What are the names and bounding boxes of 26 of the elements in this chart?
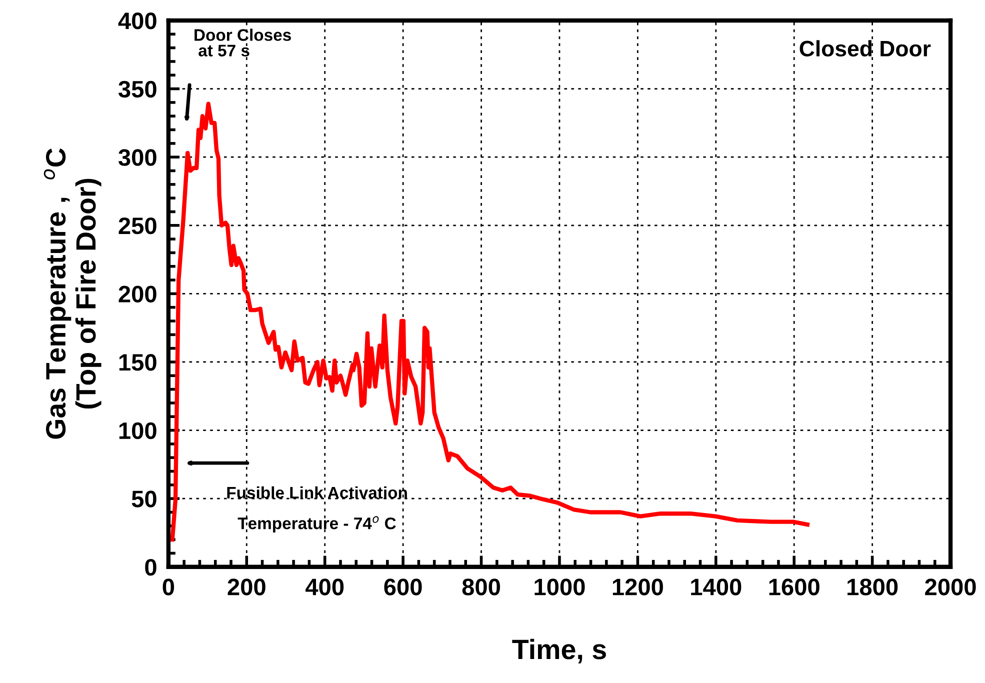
x-tick-label: 200 xyxy=(228,578,266,596)
y-axis-title: Gas Temperature , $^{o}$C (Top of Fire Door) xyxy=(44,148,102,439)
x-tick-label: 1000 xyxy=(534,578,585,596)
y-tick-label: 50 xyxy=(132,490,156,508)
x-tick-label: 800 xyxy=(462,578,500,596)
y-tick-label: 400 xyxy=(118,12,156,30)
x-tick-label: 2000 xyxy=(925,578,976,596)
y-tick-label: 200 xyxy=(118,286,156,302)
y-tick-label: 150 xyxy=(119,354,156,371)
x-tick-label: 1600 xyxy=(769,578,820,596)
x-axis-title: Time, s xyxy=(512,638,606,664)
line-series xyxy=(170,102,810,542)
x-tick-label: 1200 xyxy=(612,578,663,596)
x-tick-label: 600 xyxy=(384,578,422,596)
annotation: Door Closes at 57 s xyxy=(194,28,291,56)
y-tick-label: 300 xyxy=(118,149,156,166)
y-tick-label: 350 xyxy=(118,80,156,98)
y-tick-label: 0 xyxy=(145,558,156,576)
x-tick-label: 1400 xyxy=(691,578,742,596)
x-tick-label: 400 xyxy=(306,578,344,596)
x-tick-label: 0 xyxy=(162,578,174,596)
annotation: Closed Door xyxy=(800,40,931,57)
x-tick-label: 1800 xyxy=(848,578,898,596)
annotation: Fusible Link Activation Temperature - 74$^{o}$ C xyxy=(227,486,407,533)
y-tick-label: 250 xyxy=(118,217,156,234)
y-tick-label: 100 xyxy=(119,422,156,440)
